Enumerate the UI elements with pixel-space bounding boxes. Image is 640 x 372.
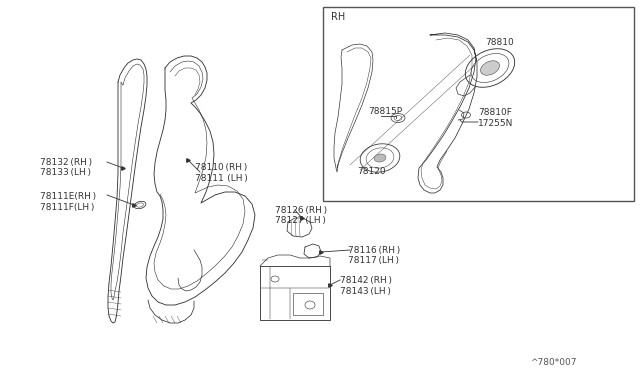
Text: RH: RH	[332, 12, 346, 22]
Text: 17255N: 17255N	[478, 119, 513, 128]
Text: 78111  (LH ): 78111 (LH )	[195, 174, 248, 183]
Text: 78810: 78810	[485, 38, 514, 47]
Text: ^780*007: ^780*007	[530, 358, 577, 367]
Text: 78815P: 78815P	[368, 107, 402, 116]
Text: 78117 (LH ): 78117 (LH )	[348, 256, 399, 265]
Text: 78143 (LH ): 78143 (LH )	[340, 287, 391, 296]
Text: 78120: 78120	[357, 167, 386, 176]
Text: 78810F: 78810F	[478, 108, 512, 117]
Ellipse shape	[374, 154, 386, 162]
Text: 78110 (RH ): 78110 (RH )	[195, 163, 247, 172]
Text: 78127 (LH ): 78127 (LH )	[275, 216, 326, 225]
Text: 78111F(LH ): 78111F(LH )	[40, 203, 94, 212]
Bar	[293, 293, 323, 315]
Text: 78142 (RH ): 78142 (RH )	[340, 276, 392, 285]
Ellipse shape	[481, 61, 499, 75]
Bar	[323, 7, 634, 201]
Text: 78133 (LH ): 78133 (LH )	[40, 168, 91, 177]
Text: 78126 (RH ): 78126 (RH )	[275, 206, 327, 215]
Text: 78111E(RH ): 78111E(RH )	[40, 192, 96, 201]
Text: 78116 (RH ): 78116 (RH )	[348, 246, 400, 255]
Text: 78132 (RH ): 78132 (RH )	[40, 158, 92, 167]
